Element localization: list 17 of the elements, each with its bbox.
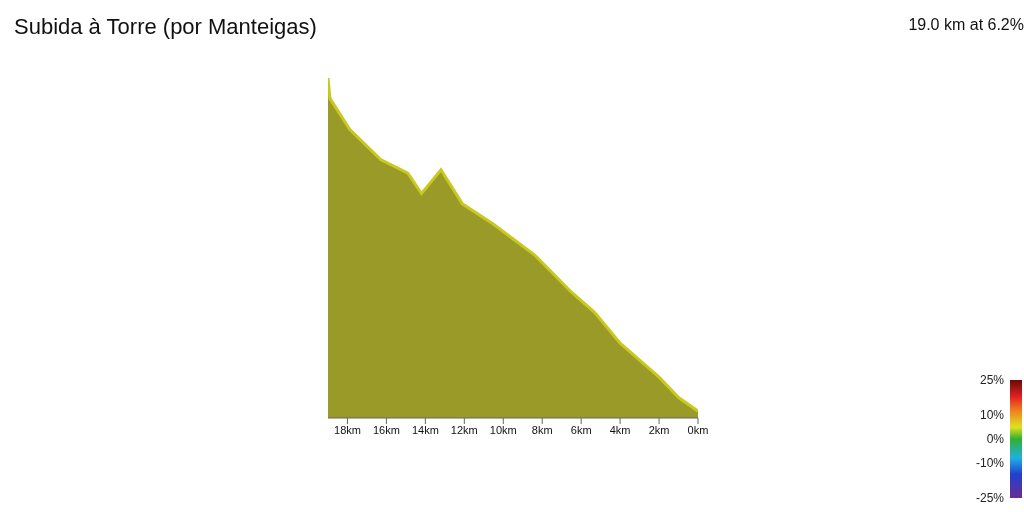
x-tick-label: 6km	[570, 423, 592, 436]
x-tick-label: 2km	[648, 423, 670, 436]
color-bar-label: -10%	[975, 455, 1005, 470]
x-tick-label: 8km	[531, 423, 553, 436]
x-tick-label: 12km	[450, 423, 478, 436]
x-tick-label: 18km	[334, 423, 361, 436]
x-tick-label: 0km	[687, 423, 709, 436]
chart-title: Subida à Torre (por Manteigas)	[14, 14, 317, 40]
x-tick-label: 16km	[372, 423, 400, 436]
color-bar-label: -25%	[975, 491, 1005, 505]
color-bar-label: 0%	[986, 432, 1005, 446]
text: 19.0 km at 6.2%	[908, 16, 1024, 34]
x-tick-label: 4km	[609, 423, 631, 436]
x-tick-label: 10km	[489, 423, 517, 436]
color-bar-label: 10%	[979, 408, 1005, 423]
color-bar-label: 25%	[979, 373, 1005, 387]
x-tick-label: 14km	[411, 423, 439, 436]
